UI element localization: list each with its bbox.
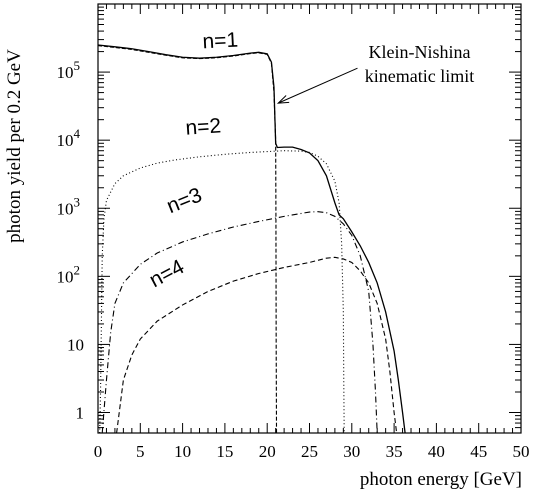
x-tick-label: 10: [174, 442, 191, 461]
y-tick-label: 1: [76, 404, 85, 423]
y-tick-base: 10: [67, 335, 84, 354]
curve-label: n=2: [185, 114, 222, 139]
y-tick-exponent: 3: [74, 194, 81, 209]
y-tick-base: 10: [57, 131, 74, 150]
curve-label: n=3: [164, 183, 206, 218]
x-tick-label: 0: [94, 442, 103, 461]
y-tick-label: 102: [57, 262, 81, 286]
series-line-total: [97, 44, 406, 434]
y-axis-label: photon yield per 0.2 GeV: [4, 49, 25, 243]
annotation-text: Klein-Nishina: [368, 42, 470, 62]
annotation-arrow-head: [276, 95, 290, 104]
x-tick-label: 5: [136, 442, 145, 461]
y-tick-label: 10: [67, 335, 84, 354]
x-tick-label: 30: [343, 442, 360, 461]
x-tick-label: 25: [301, 442, 318, 461]
x-axis-label: photon energy [GeV]: [360, 469, 522, 490]
x-tick-label: 20: [259, 442, 276, 461]
y-tick-base: 10: [57, 267, 74, 286]
series-line-n-1: [97, 45, 278, 434]
y-tick-label: 103: [57, 194, 81, 218]
curve-labels: n=1 n=2 n=3 n=4: [146, 29, 239, 293]
x-tick-label: 50: [513, 442, 530, 461]
y-tick-base: 1: [76, 404, 85, 423]
y-tick-base: 10: [57, 63, 74, 82]
x-tick-label: 45: [470, 442, 487, 461]
curve-label: n=1: [202, 29, 239, 54]
annotation: Klein-Nishina kinematic limit: [276, 42, 474, 104]
annotation-arrow-line: [277, 67, 358, 104]
x-tick-label: 15: [216, 442, 233, 461]
y-tick-label: 105: [57, 58, 81, 82]
y-tick-label: 104: [57, 126, 81, 150]
curve-label: n=4: [146, 255, 189, 292]
y-tick-exponent: 4: [74, 126, 81, 141]
series-line-n-2: [99, 150, 345, 434]
y-tick-base: 10: [57, 199, 74, 218]
y-tick-exponent: 2: [74, 262, 81, 277]
x-tick-label: 35: [386, 442, 403, 461]
series-curves: [97, 44, 406, 434]
y-tick-exponent: 5: [74, 58, 81, 73]
series-line-n-3: [101, 211, 378, 434]
x-tick-label: 40: [428, 442, 445, 461]
annotation-text: kinematic limit: [365, 66, 474, 86]
